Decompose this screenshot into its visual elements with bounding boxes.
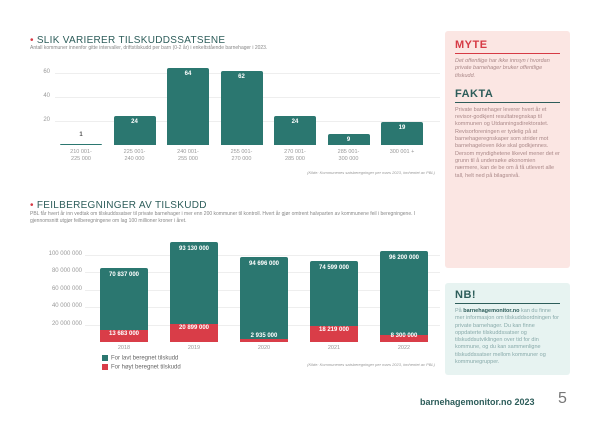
bar-value-label: 24 [131, 119, 138, 126]
section2-title: • FEILBEREGNINGER AV TILSKUDD [30, 200, 207, 211]
nb-link[interactable]: barnehagemonitor.no [463, 308, 520, 314]
bar-high-estimate [170, 323, 218, 342]
fakta-text: Private barnehager leverer hvert år et r… [455, 106, 560, 179]
bar-value-label: 19 [398, 125, 406, 132]
fakta-title: FAKTA [455, 88, 560, 103]
y-tick-label: 40 000 000 [51, 303, 82, 309]
bar-value-label: 18 219 000 [318, 327, 350, 334]
y-tick-label: 80 000 000 [51, 268, 82, 274]
y-tick-label: 60 000 000 [51, 285, 82, 292]
x-tick-label: 2020 [257, 345, 271, 351]
y-tick-label: 60 [43, 69, 50, 75]
x-tick-label: 240 001- 255 000 [177, 149, 199, 162]
x-tick-label: 2018 [117, 345, 131, 351]
bar-value-label: 24 [291, 119, 299, 126]
bar-value-label: 96 200 000 [388, 254, 420, 261]
page-number: 5 [558, 390, 567, 407]
bar [60, 143, 102, 145]
y-tick-label: 20 [43, 117, 50, 123]
footer-site: barnehagemonitor.no 2023 [420, 397, 535, 407]
bar-low-estimate: 70 837 000 [100, 268, 148, 330]
bar-value-label: 64 [184, 71, 192, 78]
nb-text: På barnehagemonitor.no kan du finne mer … [455, 308, 559, 366]
y-tick-label: 100 000 000 [48, 250, 82, 257]
bar: 9 [327, 134, 370, 145]
myte-text: Det offentlige har ikke innsyn i hvordan… [455, 58, 550, 79]
nb-box: NB! På barnehagemonitor.no kan du finne … [445, 283, 570, 375]
bar-value-label: 93 130 000 [178, 246, 210, 253]
bar-value-label: 70 837 000 [108, 272, 140, 279]
bar-value-label: 1 [79, 131, 83, 138]
bar-value-label: 62 [238, 73, 245, 80]
bar-high-estimate [100, 330, 148, 342]
bar-value-label: 8 300 000 [390, 333, 418, 339]
bar-value-label: 20 899 000 [178, 324, 210, 331]
legend-item-low: For lavt beregnet tilskudd [102, 355, 181, 362]
bar-low-estimate: 94 696 000 [240, 256, 288, 340]
bar-value-label: 94 696 000 [248, 260, 280, 267]
x-tick-label: 255 001- 270 000 [230, 149, 253, 162]
nb-title: NB! [455, 289, 560, 304]
x-tick-label: 225 001- 240 000 [123, 149, 146, 162]
x-tick-label: 2022 [397, 345, 411, 351]
y-tick-label: 20 000 000 [51, 320, 82, 327]
bar: 64 [167, 68, 209, 145]
bar: 19 [381, 122, 423, 145]
y-tick-label: 40 [43, 93, 50, 99]
chart-subsidy-rates: 20 40 60 1 210 001- 225 000 24 225 001- 240 00… [30, 60, 440, 175]
bar-high-estimate [240, 339, 288, 342]
bar-value-label: 74 599 000 [318, 264, 350, 271]
gridline [85, 254, 440, 256]
bar-value-label: 9 [346, 137, 351, 144]
bar: 24 [274, 116, 316, 145]
section2-subtitle: PBL får hvert år inn vedtak om tilskudds… [30, 211, 416, 224]
myte-title: MYTE [455, 39, 560, 54]
x-tick-label: 300 001 + [389, 149, 415, 155]
x-tick-label: 285 001- 300 000 [337, 149, 360, 162]
x-tick-label: 210 001- 225 000 [70, 149, 92, 162]
section1-source: (Kilde: Kommunenes satsberegninger per m… [307, 170, 435, 175]
chart-legend: For lavt beregnet tilskudd For høyt bere… [102, 355, 181, 370]
bar-value-label: 2 935 000 [250, 333, 278, 339]
chart-miscalculations: 20 000 000 40 000 000 60 000 000 80 000 000… [30, 235, 440, 360]
x-tick-label: 2021 [327, 345, 341, 351]
bar-high-estimate [380, 334, 428, 342]
bar-low-estimate: 74 599 000 [310, 260, 358, 327]
section1-subtitle: Antall kommuner innenfor gitte intervall… [30, 45, 268, 51]
section1-title: • SLIK VARIERER TILSKUDDSSATSENE [30, 35, 226, 46]
bar-value-label: 13 683 000 [108, 331, 140, 338]
x-tick-label: 2019 [187, 345, 201, 351]
bar-high-estimate [310, 326, 358, 342]
bar: 62 [220, 70, 263, 145]
bar: 24 [113, 116, 156, 145]
legend-item-high: For høyt beregnet tilskudd [102, 363, 181, 370]
myth-fact-box: MYTE Det offentlige har ikke innsyn i hv… [445, 31, 570, 268]
bar-low-estimate: 93 130 000 [170, 242, 218, 324]
bar-low-estimate: 96 200 000 [380, 250, 428, 335]
x-tick-label: 270 001- 285 000 [284, 149, 306, 162]
section2-source: (Kilde: Kommunenes satsberegninger per m… [307, 362, 435, 367]
